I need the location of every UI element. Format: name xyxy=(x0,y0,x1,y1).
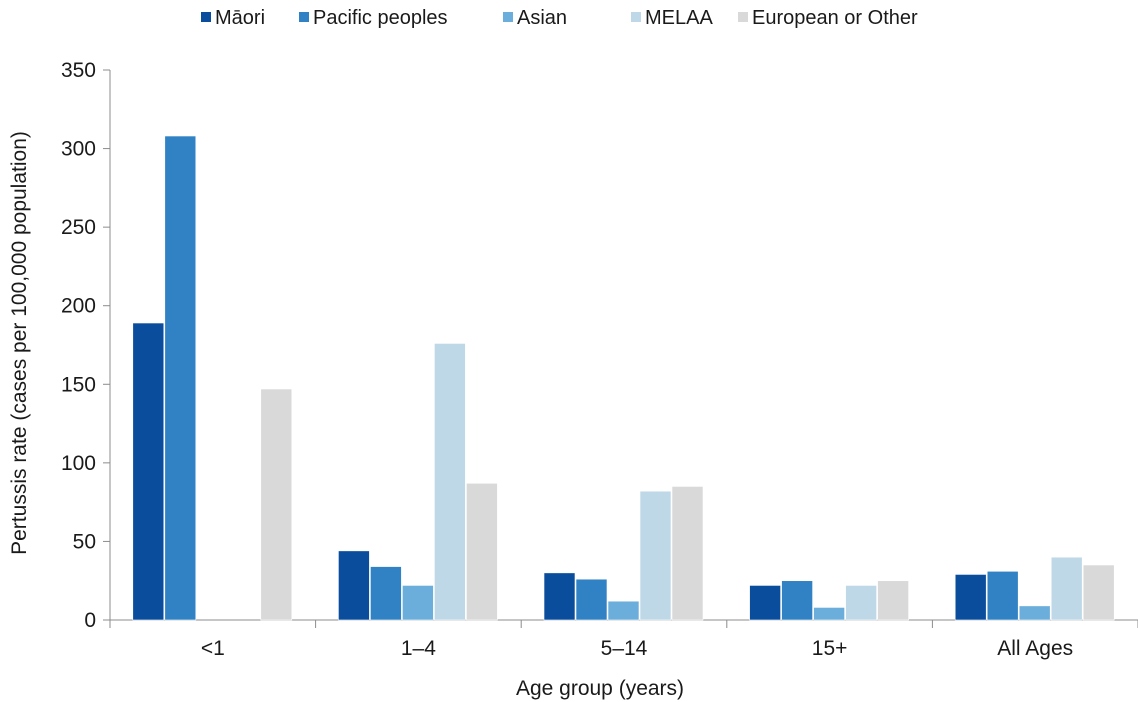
y-tick-label: 50 xyxy=(73,530,96,553)
y-axis: 0 50 100 150 200 250 300 350 xyxy=(61,59,111,632)
legend: Māori Pacific peoples Asian MELAA European o… xyxy=(201,7,918,29)
bar-european-or-other-all-ages xyxy=(1082,564,1115,621)
legend-swatch-pacific-peoples xyxy=(299,12,309,22)
bar-pacific-peoples-5-14 xyxy=(575,578,608,621)
y-tick-label: 350 xyxy=(61,59,96,82)
legend-swatch-maori xyxy=(201,12,211,22)
bar-pacific-peoples-all-ages xyxy=(986,570,1019,621)
x-tick-label: 15+ xyxy=(812,637,848,660)
legend-swatch-melaa xyxy=(631,12,641,22)
y-tick-label: 150 xyxy=(61,373,96,396)
x-tick-label: 5–14 xyxy=(601,637,648,660)
bar-asian-1-4 xyxy=(402,585,434,621)
bar-european-or-other-under-1 xyxy=(260,388,293,621)
x-tick-label: <1 xyxy=(201,637,225,660)
bar-melaa-all-ages xyxy=(1050,556,1083,621)
bar-european-or-other-1-4 xyxy=(466,482,498,621)
bar-asian-all-ages xyxy=(1018,605,1051,621)
y-tick-label: 0 xyxy=(84,609,96,632)
bar-melaa-5-14 xyxy=(639,490,672,621)
bar-maori-1-4 xyxy=(338,550,370,621)
bar-melaa-1-4 xyxy=(434,343,466,621)
bar-maori-5-14 xyxy=(543,572,576,621)
legend-swatch-european-or-other xyxy=(738,12,748,22)
bar-melaa-15 xyxy=(845,585,877,621)
bar-pacific-peoples-under-1 xyxy=(164,135,197,621)
bar-european-or-other-15 xyxy=(877,580,909,621)
legend-label-asian: Asian xyxy=(517,7,567,29)
x-tick-label: 1–4 xyxy=(401,637,436,660)
bar-asian-15 xyxy=(813,607,845,621)
bar-maori-under-1 xyxy=(132,322,165,621)
legend-label-melaa: MELAA xyxy=(645,7,713,29)
legend-label-european-or-other: European or Other xyxy=(752,7,918,29)
y-axis-title: Pertussis rate (cases per 100,000 popula… xyxy=(8,131,31,555)
bar-pacific-peoples-1-4 xyxy=(370,566,402,621)
y-tick-label: 200 xyxy=(61,295,96,318)
bar-asian-5-14 xyxy=(607,600,640,621)
bar-pacific-peoples-15 xyxy=(781,580,813,621)
bars xyxy=(132,135,1115,621)
legend-swatch-asian xyxy=(503,12,513,22)
bar-european-or-other-5-14 xyxy=(671,486,704,621)
legend-label-pacific-peoples: Pacific peoples xyxy=(313,7,448,29)
bar-maori-all-ages xyxy=(954,574,987,621)
y-tick-label: 300 xyxy=(61,138,96,161)
bar-maori-15 xyxy=(749,585,781,621)
y-tick-label: 100 xyxy=(61,452,96,475)
x-axis: <1 1–4 5–14 15+ All Ages xyxy=(109,619,1138,660)
legend-label-maori: Māori xyxy=(215,7,265,29)
x-tick-label: All Ages xyxy=(997,637,1073,660)
y-tick-label: 250 xyxy=(61,216,96,239)
x-axis-title: Age group (years) xyxy=(516,677,684,700)
